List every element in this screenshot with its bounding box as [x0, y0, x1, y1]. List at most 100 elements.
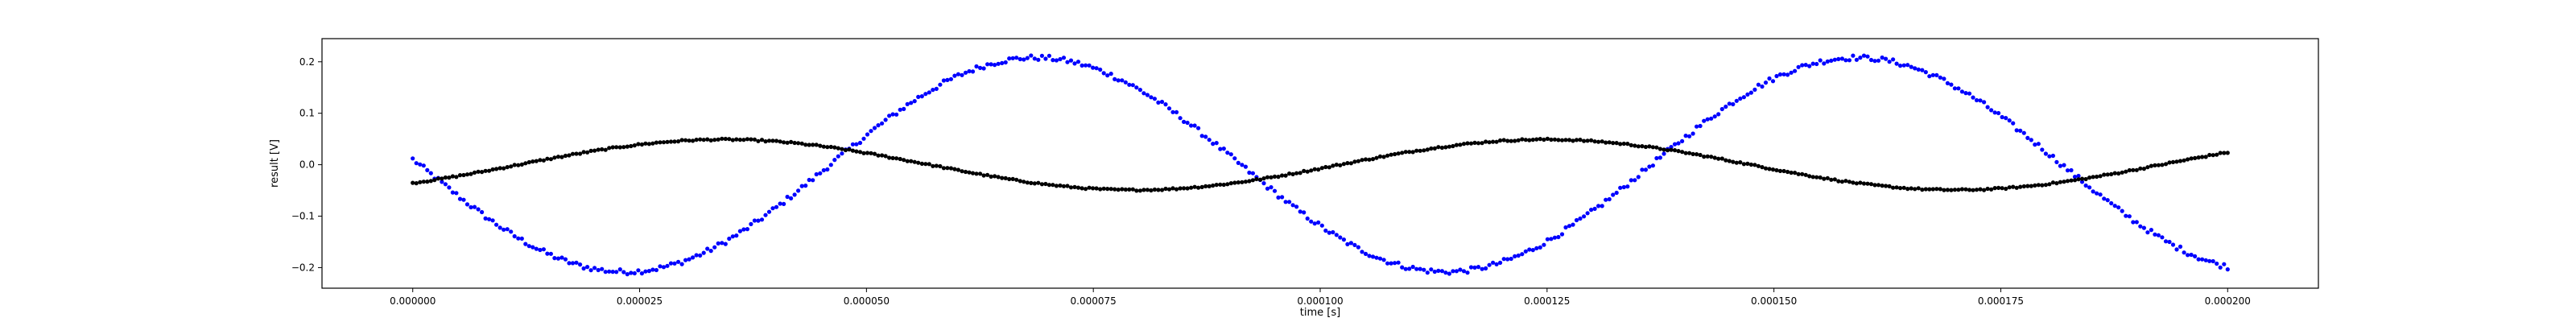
data-point — [512, 163, 517, 167]
data-point — [1905, 63, 1910, 68]
data-point — [1556, 138, 1561, 142]
data-point — [2007, 118, 2012, 123]
data-point — [472, 170, 477, 175]
data-point — [425, 180, 430, 184]
data-point — [1429, 267, 1434, 272]
data-point — [654, 267, 659, 273]
data-point — [1709, 116, 1714, 121]
data-point — [1657, 147, 1662, 151]
data-point — [1607, 196, 1612, 202]
data-point — [1901, 63, 1906, 68]
data-point — [872, 151, 877, 156]
data-point — [1221, 182, 1226, 188]
data-point — [727, 236, 732, 242]
data-point — [1567, 224, 1572, 229]
data-point — [1800, 63, 1805, 68]
data-point — [2145, 230, 2150, 235]
data-point — [1196, 126, 1201, 130]
data-point — [1807, 64, 1812, 68]
data-point — [2112, 204, 2117, 208]
data-point — [1439, 145, 1444, 151]
data-point — [450, 190, 456, 195]
data-point — [956, 72, 960, 76]
data-point — [909, 101, 914, 105]
data-point — [1211, 183, 1216, 188]
data-point — [2167, 239, 2172, 245]
data-point — [1294, 204, 1299, 209]
data-point — [1640, 167, 1645, 172]
data-point — [1516, 138, 1521, 142]
data-point — [1360, 158, 1364, 163]
data-point — [1484, 266, 1488, 270]
data-point — [1472, 265, 1477, 270]
data-point — [1290, 171, 1295, 176]
data-point — [1748, 162, 1753, 167]
data-point — [945, 77, 950, 82]
data-point — [1672, 142, 1678, 147]
data-point — [1952, 86, 1957, 91]
data-point — [1130, 83, 1135, 88]
data-point — [2105, 172, 2110, 177]
data-point — [1075, 60, 1081, 64]
data-point — [763, 139, 768, 144]
data-point — [1196, 185, 1201, 190]
data-point — [1400, 265, 1405, 270]
data-point — [1640, 144, 1645, 149]
data-point — [502, 166, 506, 171]
data-point — [1574, 138, 1579, 142]
data-point — [934, 86, 939, 91]
data-point — [2021, 184, 2026, 189]
data-point — [1465, 141, 1470, 146]
data-point — [2079, 180, 2085, 184]
data-point — [691, 138, 696, 143]
data-point — [876, 123, 881, 128]
data-point — [978, 65, 983, 70]
data-point — [1836, 179, 1841, 184]
data-point — [1963, 91, 1968, 96]
data-point — [974, 64, 979, 69]
data-point — [538, 158, 543, 163]
data-point — [1552, 137, 1557, 142]
x-tick-label: 0.000200 — [2205, 295, 2251, 307]
data-point — [1178, 116, 1183, 121]
data-point — [712, 138, 717, 142]
data-point — [1589, 138, 1594, 142]
data-point — [1887, 60, 1892, 64]
data-point — [650, 267, 655, 272]
data-point — [960, 169, 964, 174]
data-point — [967, 170, 972, 175]
data-point — [1854, 181, 1859, 186]
data-point — [1752, 87, 1757, 92]
data-point — [745, 227, 750, 232]
data-point — [1868, 57, 1874, 63]
data-point — [1927, 74, 1932, 79]
data-point — [414, 181, 419, 186]
data-point — [526, 244, 531, 249]
data-point — [1156, 100, 1161, 105]
data-point — [985, 62, 990, 67]
data-point — [541, 247, 547, 252]
data-point — [818, 143, 823, 148]
data-point — [948, 166, 953, 171]
data-point — [1527, 138, 1532, 142]
data-point — [2014, 128, 2019, 133]
data-point — [1410, 150, 1415, 155]
data-point — [989, 62, 993, 67]
data-point — [1985, 105, 1990, 109]
data-point — [1152, 97, 1157, 101]
x-tick-label: 0.000175 — [1978, 295, 2024, 307]
data-point — [1810, 175, 1815, 180]
data-point — [1582, 214, 1587, 219]
data-point — [1829, 177, 1834, 182]
data-point — [2138, 166, 2143, 171]
data-point — [2182, 158, 2186, 163]
data-point — [563, 153, 568, 159]
data-point — [1051, 183, 1055, 188]
data-point — [2211, 153, 2215, 158]
data-point — [1872, 183, 1877, 188]
data-point — [534, 159, 539, 163]
data-point — [454, 191, 459, 196]
data-point — [1065, 184, 1070, 188]
data-point — [1807, 174, 1812, 179]
data-point — [2072, 178, 2078, 183]
